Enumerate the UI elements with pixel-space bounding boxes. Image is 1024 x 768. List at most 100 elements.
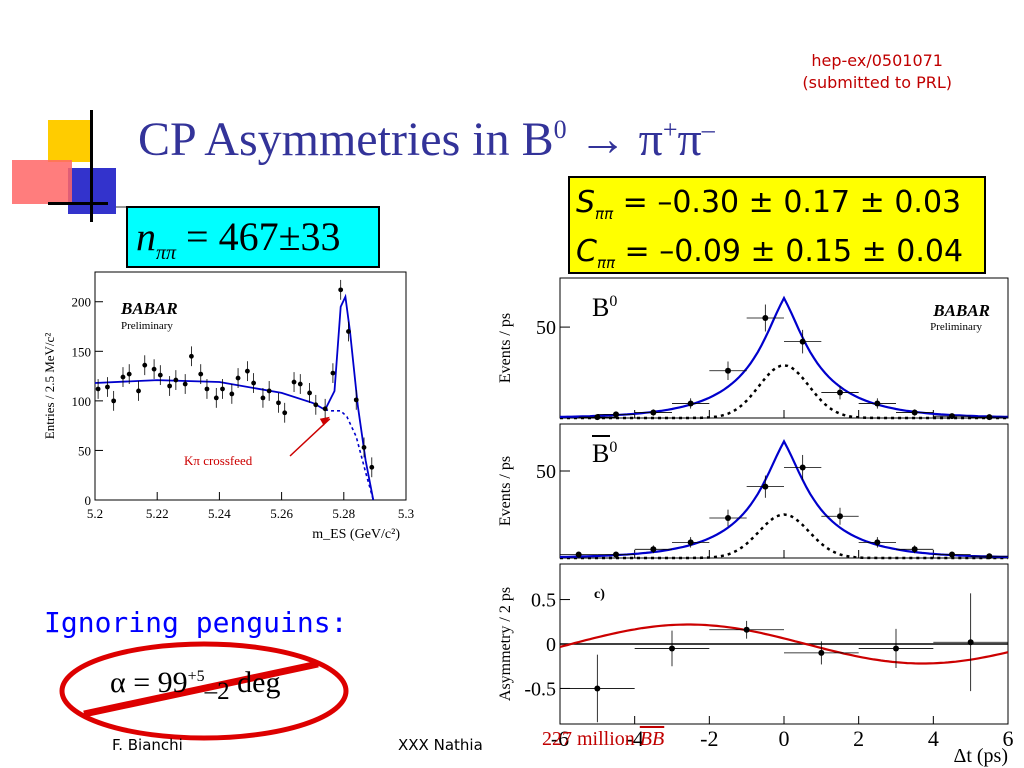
c-result: Cππ = –0.09 ± 0.15 ± 0.04 (576, 233, 984, 282)
title-prefix: CP Asymmetries in B (138, 113, 554, 166)
mes-point (136, 388, 141, 394)
mes-point (313, 402, 319, 408)
s-var: S (576, 185, 596, 220)
dt-point (949, 551, 955, 558)
crossed-out-oval (59, 641, 349, 741)
title-arrow: → (566, 113, 639, 166)
mes-fit-total (94, 293, 375, 501)
mes-xtick-label: 5.28 (332, 506, 355, 521)
alpha-value: α = 99 (110, 666, 188, 699)
dt-point (613, 551, 619, 558)
mes-chart: 0 50 100 150 200 5.2 5.22 5.24 5.26 5.28 5.3 m_ES (… (42, 271, 414, 542)
yield-value: = 467±33 (176, 214, 341, 259)
mes-xtick-label: 5.3 (398, 506, 414, 521)
asym-point (594, 685, 601, 692)
dt-point (575, 551, 582, 558)
mes-logo: BABAR (120, 299, 178, 318)
dt-point (762, 315, 769, 321)
dt-fit-total (559, 439, 1009, 558)
s-value: = –0.30 ± 0.17 ± 0.03 (613, 185, 962, 220)
dt-point (687, 539, 694, 546)
c-sub: ππ (596, 254, 616, 272)
asym-fit-curve (559, 623, 1009, 665)
dt-point (799, 338, 806, 345)
dt-point (874, 400, 881, 407)
mes-point (151, 366, 157, 372)
page-title: CP Asymmetries in B0 → π+π– (138, 112, 715, 167)
dt-point (911, 409, 918, 416)
footer-author: F. Bianchi (112, 736, 183, 754)
dt-ylabel: Events / ps (497, 313, 514, 383)
mes-annotation: Kπ crossfeed (184, 453, 253, 468)
mes-ytick-label: 200 (72, 295, 92, 310)
reference-arxiv: hep-ex/0501071 (811, 51, 943, 70)
asym-panel-label: c) (594, 587, 605, 602)
mes-point (120, 374, 126, 380)
mes-point (157, 372, 163, 378)
mes-point (213, 395, 219, 401)
asym-point (818, 649, 825, 656)
dt-fit-background (560, 513, 1008, 560)
yield-var: n (136, 214, 156, 259)
mes-annotation-arrow (289, 418, 331, 457)
asym-point (893, 645, 899, 652)
dt-panel-label: B0 (592, 293, 617, 322)
dt-fit-background (560, 364, 1008, 420)
c-value: = –0.09 ± 0.15 ± 0.04 (615, 234, 964, 269)
mes-point (322, 406, 328, 412)
mes-point (189, 353, 194, 359)
mes-ytick-label: 0 (85, 493, 92, 508)
mes-point (220, 386, 225, 392)
mes-point (291, 379, 297, 385)
dt-panel-label-sup: 0 (609, 439, 617, 456)
mes-xtick-label: 5.22 (146, 506, 169, 521)
dt-ytick-label: 0.5 (531, 590, 556, 612)
mes-ytick-label: 100 (72, 394, 92, 409)
reference-note: hep-ex/0501071 (submitted to PRL) (802, 50, 952, 94)
title-pi2: π (677, 113, 702, 166)
s-result: Sππ = –0.30 ± 0.17 ± 0.03 (576, 184, 984, 233)
asym-xtick-label: 2 (853, 726, 864, 751)
mes-frame (94, 271, 407, 501)
dt-point (986, 553, 993, 560)
dt-ytick-label: 0 (546, 634, 556, 656)
dt-point (837, 389, 843, 396)
mes-point (229, 391, 235, 397)
asym-xtick-label: 0 (779, 726, 790, 751)
mes-point (307, 390, 312, 396)
dt-point (949, 413, 955, 420)
mes-point (346, 329, 351, 334)
mes-fit-crossfeed (324, 409, 375, 501)
mes-point (142, 362, 148, 368)
mes-point (204, 386, 210, 392)
dt-point (613, 411, 619, 418)
mes-point (182, 381, 188, 387)
reference-journal: (submitted to PRL) (802, 73, 952, 92)
asym-xtick-label: -2 (700, 726, 718, 751)
mes-point (126, 371, 132, 377)
mes-xtick-label: 5.24 (208, 506, 231, 521)
mes-ylabel: Entries / 2.5 MeV/c² (42, 333, 57, 440)
asym-xlabel: Δt (ps) (953, 745, 1008, 767)
bb-pairs-note: 227 million BB (542, 728, 664, 751)
bb-count: 227 million (542, 728, 640, 750)
mes-point (338, 287, 344, 293)
mes-point (297, 381, 303, 387)
mes-arrowhead (319, 416, 330, 426)
alpha-sup: +5 (187, 668, 205, 685)
mes-point (173, 377, 179, 383)
dt-ytick-label: -0.5 (524, 678, 556, 700)
dt-frame (559, 423, 1009, 559)
mes-point (260, 395, 266, 401)
dt-point (650, 546, 657, 553)
title-pi1: π (638, 113, 663, 166)
dt-logo-sub: Preliminary (930, 321, 982, 333)
dt-point (911, 546, 918, 553)
dt-point (687, 400, 694, 407)
mes-point (235, 375, 241, 381)
asym-xtick-label: -6 (551, 726, 569, 751)
dt-point (594, 414, 601, 421)
asym-point (669, 645, 675, 652)
signal-yield-box: nππ = 467±33 (126, 206, 380, 268)
